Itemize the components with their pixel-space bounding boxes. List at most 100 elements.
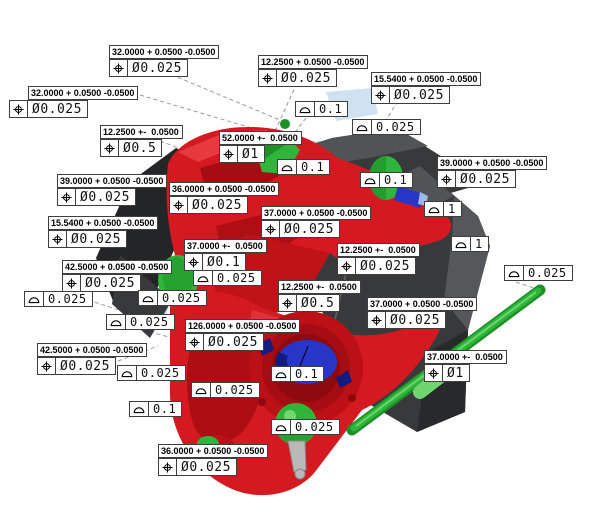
gdt-callout-profile[interactable]: 1 — [424, 201, 462, 217]
feature-control-frame: 0.025 — [504, 265, 573, 281]
gdt-callout-position[interactable]: 36.0000 + 0.0500 -0.0500 Ø0.025 — [158, 441, 269, 476]
feature-control-frame: Ø0.025 — [57, 188, 136, 206]
gdt-callout-profile[interactable]: 0.025 — [106, 314, 175, 330]
profile-of-surface-icon — [107, 315, 126, 329]
tolerance-value: Ø1 — [447, 366, 464, 381]
dimension-tolerance-text: 12.2500 +- 0.0500 — [337, 243, 420, 257]
true-position-icon — [110, 60, 128, 76]
feature-control-frame: Ø0.025 — [48, 230, 127, 248]
gdt-callout-profile[interactable]: 1 — [451, 236, 489, 252]
gdt-callout-profile[interactable]: 0.1 — [277, 159, 331, 175]
gdt-callout-position[interactable]: 39.0000 + 0.0500 -0.0500 Ø0.025 — [437, 153, 548, 188]
true-position-icon — [185, 254, 203, 270]
true-position-icon — [101, 140, 119, 156]
feature-control-frame: 0.025 — [138, 290, 207, 306]
gdt-callout-profile[interactable]: 0.1 — [129, 401, 183, 417]
tolerance-value: Ø0.025 — [284, 222, 334, 237]
true-position-icon — [279, 295, 297, 311]
gdt-callout-profile[interactable]: 0.1 — [360, 172, 414, 188]
tolerance-value: 0.025 — [217, 271, 256, 285]
dimension-tolerance-text: 42.5000 + 0.0500 -0.0500 — [62, 260, 173, 274]
gdt-callout-profile[interactable]: 0.025 — [24, 291, 93, 307]
feature-control-frame: 0.1 — [129, 401, 183, 417]
true-position-icon — [368, 312, 386, 328]
profile-of-surface-icon — [272, 420, 291, 434]
gdt-callout-profile[interactable]: 0.025 — [352, 119, 421, 135]
feature-control-frame: Ø0.025 — [169, 196, 248, 214]
gdt-callout-profile[interactable]: 0.025 — [191, 382, 260, 398]
gdt-callout-position[interactable]: 52.0000 +- 0.0500 Ø1 — [219, 128, 302, 163]
tolerance-value: Ø0.025 — [80, 190, 130, 205]
gdt-callout-profile[interactable]: 0.025 — [271, 419, 340, 435]
tolerance-value: Ø0.025 — [60, 359, 110, 374]
true-position-icon — [170, 197, 188, 213]
gdt-callout-position[interactable]: 32.0000 + 0.0500 -0.0500 Ø0.025 — [9, 83, 139, 118]
dimension-tolerance-text: 12.2500 +- 0.0500 — [278, 280, 361, 294]
tolerance-value: Ø0.5 — [123, 141, 157, 156]
profile-of-surface-icon — [139, 291, 158, 305]
gdt-callout-position[interactable]: 32.0000 + 0.0500 -0.0500 Ø0.025 — [109, 42, 220, 77]
tolerance-value: 0.1 — [384, 173, 408, 187]
gdt-callout-position[interactable]: 15.5400 + 0.0500 -0.0500 Ø0.025 — [371, 69, 482, 104]
gdt-callout-position[interactable]: 12.2500 +- 0.0500 Ø0.025 — [337, 240, 420, 275]
feature-control-frame: Ø0.025 — [337, 257, 416, 275]
dimension-tolerance-text: 39.0000 + 0.0500 -0.0500 — [437, 156, 548, 170]
feature-control-frame: Ø0.025 — [158, 458, 237, 476]
gdt-callout-position[interactable]: 12.2500 +- 0.0500 Ø0.5 — [100, 122, 183, 157]
dimension-tolerance-text: 37.0000 + 0.0500 -0.0500 — [261, 206, 372, 220]
tolerance-value: Ø0.025 — [132, 61, 182, 76]
feature-control-frame: 0.025 — [106, 314, 175, 330]
profile-of-surface-icon — [425, 202, 444, 216]
feature-control-frame: Ø0.025 — [62, 274, 141, 292]
feature-control-frame: Ø0.1 — [184, 253, 247, 271]
gdt-callout-position[interactable]: 42.5000 + 0.0500 -0.0500 Ø0.025 — [62, 257, 173, 292]
feature-control-frame: 0.025 — [117, 365, 186, 381]
gdt-callout-position[interactable]: 37.0000 +- 0.0500 Ø1 — [424, 347, 507, 382]
gdt-callout-profile[interactable]: 0.025 — [117, 365, 186, 381]
probe-stylus — [287, 440, 307, 480]
gdt-callout-position[interactable]: 126.0000 + 0.0500 -0.0500 Ø0.025 — [185, 316, 301, 351]
gdt-callout-profile[interactable]: 0.025 — [504, 265, 573, 281]
dimension-tolerance-text: 32.0000 + 0.0500 -0.0500 — [109, 45, 220, 59]
dimension-tolerance-text: 37.0000 +- 0.0500 — [424, 350, 507, 364]
profile-of-surface-icon — [272, 367, 291, 381]
true-position-icon — [49, 231, 67, 247]
gdt-callout-position[interactable]: 12.2500 + 0.0500 -0.0500 Ø0.025 — [258, 52, 369, 87]
tolerance-value: 0.025 — [130, 315, 169, 329]
tolerance-value: Ø0.025 — [32, 102, 82, 117]
dimension-tolerance-text: 126.0000 + 0.0500 -0.0500 — [185, 319, 301, 333]
tolerance-value: 0.025 — [141, 366, 180, 380]
feature-control-frame: 0.025 — [191, 382, 260, 398]
feature-control-frame: 0.025 — [271, 419, 340, 435]
feature-control-frame: Ø0.025 — [9, 100, 88, 118]
gdt-callout-position[interactable]: 37.0000 +- 0.0500 Ø0.1 — [184, 236, 267, 271]
true-position-icon — [220, 146, 238, 162]
profile-of-surface-icon — [192, 383, 211, 397]
profile-of-surface-icon — [130, 402, 149, 416]
gdt-callout-profile[interactable]: 0.025 — [193, 270, 262, 286]
gdt-callout-profile[interactable]: 0.1 — [295, 101, 349, 117]
feature-control-frame: 0.025 — [24, 291, 93, 307]
dimension-tolerance-text: 15.5400 + 0.0500 -0.0500 — [48, 216, 159, 230]
gdt-callout-position[interactable]: 37.0000 + 0.0500 -0.0500 Ø0.025 — [261, 203, 372, 238]
true-position-icon — [338, 258, 356, 274]
profile-of-surface-icon — [194, 271, 213, 285]
dimension-tolerance-text: 32.0000 + 0.0500 -0.0500 — [28, 86, 139, 100]
gdt-callout-profile[interactable]: 0.1 — [271, 366, 325, 382]
feature-control-frame: Ø1 — [424, 364, 470, 382]
gdt-callout-position[interactable]: 12.2500 +- 0.0500 Ø0.5 — [278, 277, 361, 312]
feature-control-frame: Ø0.025 — [371, 86, 450, 104]
gdt-callout-position[interactable]: 37.0000 + 0.0500 -0.0500 Ø0.025 — [367, 294, 478, 329]
feature-control-frame: 0.025 — [193, 270, 262, 286]
true-position-icon — [63, 275, 81, 291]
tolerance-value: Ø0.025 — [460, 172, 510, 187]
gdt-callout-profile[interactable]: 0.025 — [138, 290, 207, 306]
gdt-callout-position[interactable]: 39.0000 + 0.0500 -0.0500 Ø0.025 — [57, 171, 168, 206]
gdt-callout-position[interactable]: 36.0000 + 0.0500 -0.0500 Ø0.025 — [169, 179, 280, 214]
tolerance-value: Ø0.025 — [85, 276, 135, 291]
dimension-tolerance-text: 12.2500 +- 0.0500 — [100, 125, 183, 139]
tolerance-value: Ø0.025 — [71, 232, 121, 247]
gdt-callout-position[interactable]: 15.5400 + 0.0500 -0.0500 Ø0.025 — [48, 213, 159, 248]
gdt-callout-position[interactable]: 42.5000 + 0.0500 -0.0500 Ø0.025 — [37, 340, 148, 375]
true-position-icon — [438, 171, 456, 187]
